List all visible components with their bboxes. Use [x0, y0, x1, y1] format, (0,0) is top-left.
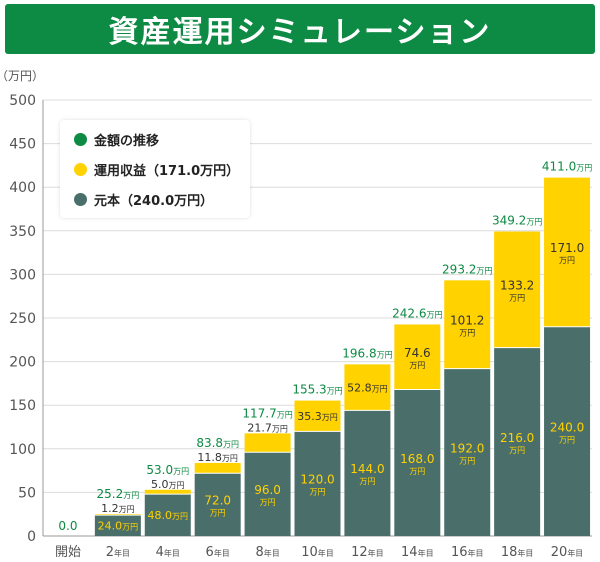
- gain-label: 133.2: [500, 279, 534, 293]
- gain-bar: [544, 177, 591, 327]
- principal-unit-label: 万円: [509, 446, 525, 455]
- total-label: 349.2万円: [492, 213, 542, 227]
- legend-label-principal: 元本（240.0万円）: [94, 193, 214, 209]
- x-tick-label: 20年目: [551, 545, 584, 560]
- gain-label: 21.7万円: [247, 421, 288, 434]
- y-tick-label: 300: [9, 267, 36, 283]
- chart-legend: 金額の推移 運用収益（171.0万円） 元本（240.0万円）: [60, 120, 250, 218]
- gain-label: 74.6: [404, 346, 431, 360]
- x-tick-label: 16年目: [451, 545, 484, 560]
- gain-label: 171.0: [550, 241, 584, 255]
- total-label: 196.8万円: [342, 346, 392, 360]
- principal-bar: [394, 389, 441, 536]
- principal-unit-label: 万円: [459, 456, 475, 465]
- total-label: 25.2万円: [97, 487, 140, 501]
- x-tick-label: 開始: [55, 545, 81, 560]
- legend-item-principal: 元本（240.0万円）: [74, 189, 213, 209]
- gain-bar: [344, 364, 391, 411]
- y-tick-label: 250: [9, 311, 36, 327]
- x-tick-label: 14年目: [401, 545, 434, 560]
- total-label: 293.2万円: [442, 262, 492, 276]
- gain-label: 11.8万円: [197, 451, 238, 464]
- gain-bar: [194, 462, 241, 474]
- gain-label: 101.2: [450, 313, 484, 327]
- x-tick-label: 10年目: [301, 545, 334, 560]
- y-tick-label: 0: [27, 529, 36, 545]
- principal-label: 72.0: [204, 494, 231, 508]
- principal-label: 120.0: [300, 473, 334, 487]
- gain-bar: [494, 231, 541, 348]
- gain-label: 35.3万円: [297, 410, 338, 423]
- legend-item-total: 金額の推移: [74, 129, 159, 149]
- principal-unit-label: 万円: [409, 467, 425, 476]
- legend-item-gain: 運用収益（171.0万円）: [74, 159, 239, 179]
- yellow-dot-icon: [74, 162, 87, 176]
- principal-bar: [544, 326, 591, 536]
- principal-bar: [444, 368, 491, 536]
- gain-bar: [444, 280, 491, 369]
- y-axis-unit-label: （万円）: [0, 69, 44, 83]
- legend-label-total: 金額の推移: [94, 133, 160, 149]
- green-dot-icon: [74, 132, 87, 146]
- principal-unit-label: 万円: [260, 498, 276, 507]
- x-tick-label: 18年目: [501, 545, 534, 560]
- y-tick-label: 100: [9, 442, 36, 458]
- page-title: 資産運用シミュレーション: [5, 4, 595, 54]
- gain-unit-label: 万円: [409, 361, 425, 370]
- principal-bar: [94, 515, 141, 536]
- x-tick-label: 12年目: [351, 545, 384, 560]
- total-label: 53.0万円: [146, 463, 189, 477]
- principal-label: 192.0: [450, 441, 484, 455]
- gain-bar: [94, 514, 141, 516]
- y-tick-label: 350: [9, 224, 36, 240]
- total-label: 155.3万円: [292, 383, 342, 397]
- principal-bar: [144, 494, 191, 536]
- gain-bar: [294, 400, 341, 432]
- y-tick-label: 500: [9, 93, 36, 109]
- principal-label: 144.0: [350, 462, 384, 476]
- gain-unit-label: 万円: [559, 256, 575, 265]
- x-tick-label: 2年目: [106, 545, 130, 560]
- principal-label: 240.0: [550, 420, 584, 434]
- principal-bar: [344, 410, 391, 536]
- y-tick-label: 450: [9, 137, 36, 153]
- principal-bar: [194, 473, 241, 536]
- principal-unit-label: 万円: [310, 488, 326, 497]
- total-label: 83.8万円: [196, 436, 239, 450]
- dark-green-dot-icon: [74, 192, 87, 206]
- legend-label-gain: 運用収益（171.0万円）: [94, 163, 240, 179]
- total-label: 117.7万円: [242, 406, 292, 420]
- gain-label: 1.2万円: [101, 502, 135, 515]
- y-tick-label: 50: [18, 485, 36, 501]
- principal-label: 48.0万円: [148, 509, 189, 522]
- principal-bar: [294, 431, 341, 536]
- x-tick-label: 6年目: [206, 545, 230, 560]
- y-tick-label: 150: [9, 398, 36, 414]
- gain-label: 5.0万円: [151, 478, 185, 491]
- gain-bar: [244, 433, 291, 453]
- y-tick-label: 400: [9, 180, 36, 196]
- x-tick-label: 8年目: [255, 545, 279, 560]
- principal-bar: [494, 347, 541, 536]
- principal-unit-label: 万円: [210, 509, 226, 518]
- total-label: 0.0: [58, 519, 77, 533]
- principal-label: 96.0: [254, 483, 281, 497]
- gain-bar: [394, 324, 441, 390]
- gain-unit-label: 万円: [459, 328, 475, 337]
- principal-bar: [244, 452, 291, 536]
- total-label: 242.6万円: [392, 306, 442, 320]
- y-tick-label: 200: [9, 355, 36, 371]
- principal-unit-label: 万円: [359, 477, 375, 486]
- x-tick-label: 4年目: [156, 545, 180, 560]
- total-label: 411.0万円: [542, 160, 592, 174]
- gain-bar: [144, 489, 191, 495]
- gain-label: 52.8万円: [347, 381, 388, 394]
- principal-label: 24.0万円: [98, 520, 139, 533]
- principal-label: 168.0: [400, 452, 434, 466]
- principal-label: 216.0: [500, 431, 534, 445]
- principal-unit-label: 万円: [559, 435, 575, 444]
- gain-unit-label: 万円: [509, 294, 525, 303]
